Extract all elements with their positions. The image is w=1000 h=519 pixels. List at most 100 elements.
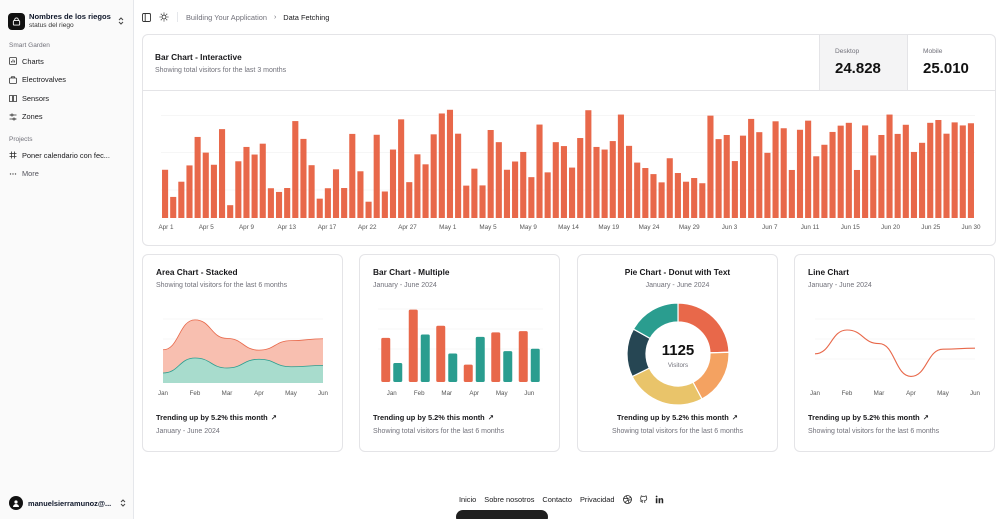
card-header: Area Chart - Stacked Showing total visit… bbox=[143, 255, 342, 289]
valve-icon bbox=[9, 76, 17, 84]
bar bbox=[373, 134, 380, 218]
bar bbox=[324, 188, 331, 218]
card-header: Line Chart January - June 2024 bbox=[795, 255, 994, 289]
bar bbox=[756, 132, 763, 218]
x-tick-label: Jun 3 bbox=[722, 224, 738, 231]
area-desktop-line bbox=[162, 319, 324, 351]
footer-link-contact[interactable]: Contacto bbox=[542, 495, 572, 504]
bar-multiple-chart[interactable]: Jan Feb Mar Apr May Jun bbox=[360, 291, 559, 411]
x-tick-label: Apr bbox=[254, 390, 264, 397]
x-tick-label: May 29 bbox=[679, 224, 700, 231]
area-mobile bbox=[163, 358, 323, 383]
sidebar-toggle[interactable] bbox=[142, 12, 151, 22]
bar bbox=[805, 120, 812, 218]
bar bbox=[666, 158, 673, 218]
card-header: Bar Chart - Multiple January - June 2024 bbox=[360, 255, 559, 289]
x-tick-label: Mar bbox=[874, 390, 885, 397]
footer-caption: Showing total visitors for the last 6 mo… bbox=[611, 428, 744, 435]
trend-text: Trending up by 5.2% this month ↗ bbox=[808, 413, 939, 422]
footer-link-inicio[interactable]: Inicio bbox=[459, 495, 477, 504]
sidebar-item-label: Charts bbox=[22, 56, 44, 66]
bar bbox=[487, 129, 494, 218]
chevrons-up-down-icon[interactable] bbox=[117, 16, 125, 26]
sidebar-item-electrovalves[interactable]: Electrovalves bbox=[0, 71, 133, 90]
bar bbox=[243, 146, 250, 218]
x-tick-label: Mar bbox=[222, 390, 233, 397]
footer-link-about[interactable]: Sobre nosotros bbox=[484, 495, 535, 504]
bar bbox=[349, 133, 356, 218]
frame-icon bbox=[9, 151, 17, 159]
team-logo bbox=[8, 12, 25, 30]
x-tick-label: Apr bbox=[906, 390, 916, 397]
interactive-bar-chart[interactable]: Apr 1 Apr 5 Apr 9 Apr 13 Apr 17 Apr 22 Apr 27 M… bbox=[143, 91, 995, 245]
line-chart[interactable]: Jan Feb Mar Apr May Jun bbox=[795, 291, 994, 411]
sidebar-item-charts[interactable]: Charts bbox=[0, 52, 133, 71]
github-icon[interactable] bbox=[639, 495, 648, 504]
more-horizontal-icon bbox=[9, 173, 17, 175]
trend-label: Trending up by 5.2% this month bbox=[373, 413, 485, 422]
bar bbox=[430, 134, 437, 218]
card-footer: Trending up by 5.2% this month ↗ Showing … bbox=[808, 413, 939, 435]
theme-toggle[interactable] bbox=[159, 12, 169, 22]
donut-chart[interactable]: 1125 Visitors bbox=[578, 297, 777, 407]
bar bbox=[967, 123, 974, 218]
lock-icon bbox=[12, 16, 21, 26]
bar bbox=[821, 144, 828, 218]
bar bbox=[455, 133, 462, 218]
bar bbox=[739, 135, 747, 218]
group-label-smart-garden: Smart Garden bbox=[9, 42, 50, 49]
sidebar-item-sensors[interactable]: Sensors bbox=[0, 89, 133, 108]
x-tick-label: May 1 bbox=[439, 224, 457, 231]
sidebar-item-zones[interactable]: Zones bbox=[0, 108, 133, 127]
bar bbox=[601, 149, 608, 218]
card-header: Pie Chart - Donut with Text January - Ju… bbox=[578, 255, 777, 289]
bar bbox=[951, 122, 958, 218]
panel-left-icon bbox=[142, 12, 151, 22]
x-tick-label: May bbox=[496, 390, 509, 397]
sun-icon bbox=[159, 12, 169, 22]
bar bbox=[332, 169, 340, 218]
linkedin-icon[interactable] bbox=[655, 495, 664, 504]
stat-desktop[interactable]: Desktop 24.828 bbox=[819, 35, 907, 90]
breadcrumb-parent[interactable]: Building Your Application bbox=[186, 12, 267, 22]
sidebar-project-label: Poner calendario con fec... bbox=[22, 150, 110, 160]
trend-label: Trending up by 5.2% this month bbox=[617, 413, 729, 422]
bar bbox=[341, 188, 348, 218]
area-chart[interactable]: Jan Feb Mar Apr May Jun bbox=[143, 291, 342, 411]
group-label-projects: Projects bbox=[9, 136, 33, 143]
settings-sliders-icon bbox=[9, 113, 17, 121]
x-tick-label: May bbox=[285, 390, 298, 397]
x-tick-label: May bbox=[937, 390, 950, 397]
sidebar-project-item[interactable]: Poner calendario con fec... bbox=[0, 146, 133, 165]
bar bbox=[471, 168, 478, 218]
stat-mobile[interactable]: Mobile 25.010 bbox=[907, 35, 995, 90]
trend-text: Trending up by 5.2% this month ↗ bbox=[578, 413, 777, 422]
stat-value: 24.828 bbox=[835, 60, 881, 77]
book-icon bbox=[9, 95, 17, 103]
bar bbox=[617, 114, 624, 218]
footer-link-privacy[interactable]: Privacidad bbox=[579, 495, 615, 504]
sidebar-more[interactable]: More bbox=[0, 165, 133, 184]
bar bbox=[780, 128, 787, 218]
bar-desktop bbox=[491, 332, 501, 382]
bar bbox=[764, 152, 771, 218]
user-menu[interactable]: manuelsierramunoz@... bbox=[9, 496, 127, 510]
x-tick-label: Jun 11 bbox=[801, 224, 820, 231]
x-tick-label: Jun bbox=[524, 390, 535, 397]
bar bbox=[796, 129, 804, 218]
team-switcher[interactable]: Nombres de los riegos status del riego bbox=[0, 0, 133, 34]
bar bbox=[560, 146, 567, 218]
bar bbox=[919, 142, 926, 218]
sidebar-item-label: Sensors bbox=[22, 93, 50, 103]
trend-label: Trending up by 5.2% this month bbox=[156, 413, 268, 422]
bar bbox=[609, 141, 616, 218]
trending-up-icon: ↗ bbox=[487, 413, 494, 422]
x-tick-label: Apr bbox=[469, 390, 479, 397]
x-tick-label: Feb bbox=[190, 390, 201, 397]
trend-label: Trending up by 5.2% this month bbox=[808, 413, 920, 422]
bar bbox=[495, 142, 502, 218]
area-mobile-line bbox=[162, 357, 324, 374]
bar-mobile bbox=[448, 353, 458, 382]
x-tick-label: May 14 bbox=[558, 224, 579, 231]
dribbble-icon[interactable] bbox=[622, 495, 632, 504]
